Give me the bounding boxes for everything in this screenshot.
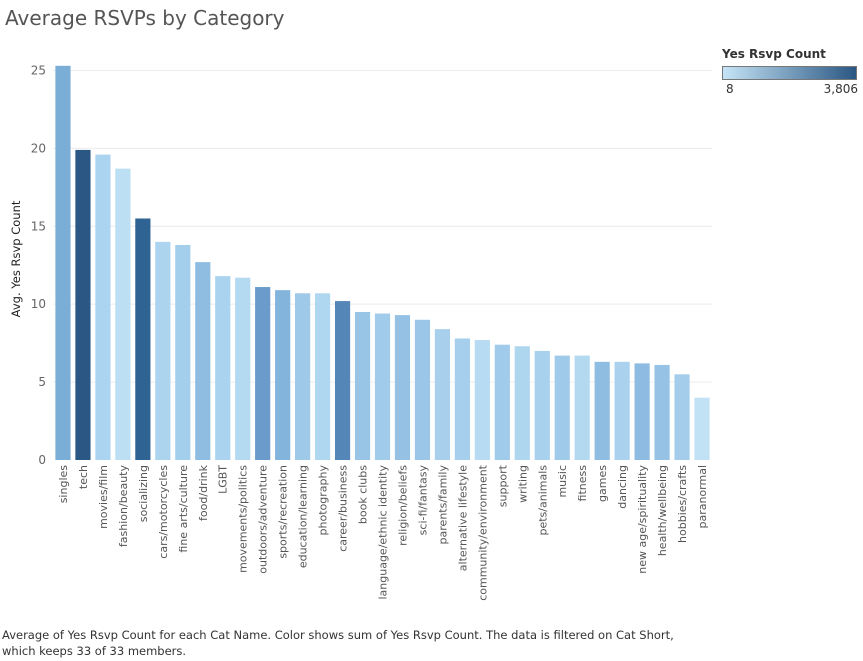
x-tick-label: alternative lifestyle bbox=[456, 465, 469, 571]
bar bbox=[474, 340, 490, 460]
x-tick-label: writing bbox=[516, 465, 529, 503]
x-tick-label: music bbox=[556, 465, 569, 498]
bar bbox=[295, 293, 311, 460]
x-tick-label: fine arts/culture bbox=[177, 465, 190, 553]
bar bbox=[494, 344, 510, 460]
x-tick-label: pets/animals bbox=[536, 465, 549, 536]
color-legend: Yes Rsvp Count 8 3,806 bbox=[722, 47, 860, 98]
y-tick-label: 20 bbox=[31, 141, 46, 155]
x-tick-label: sci-fi/fantasy bbox=[416, 465, 429, 536]
bar bbox=[614, 361, 630, 460]
x-tick-label: sports/recreation bbox=[277, 465, 290, 559]
bar bbox=[594, 361, 610, 460]
x-tick-label: fashion/beauty bbox=[117, 465, 130, 548]
y-tick-label: 25 bbox=[31, 63, 46, 77]
y-tick-label: 0 bbox=[38, 453, 46, 467]
bar bbox=[574, 355, 590, 460]
x-tick-label: outdoors/adventure bbox=[257, 465, 270, 574]
bar bbox=[654, 364, 670, 460]
bar bbox=[354, 311, 371, 460]
bar bbox=[334, 301, 351, 460]
bar bbox=[694, 397, 710, 460]
y-tick-label: 15 bbox=[31, 219, 46, 233]
bar bbox=[95, 154, 111, 460]
x-tick-label: socializing bbox=[137, 465, 150, 522]
bar bbox=[255, 287, 271, 460]
x-tick-label: LGBT bbox=[217, 465, 230, 494]
bar bbox=[75, 149, 91, 460]
x-tick-label: singles bbox=[57, 465, 70, 504]
x-tick-label: support bbox=[496, 464, 509, 507]
x-tick-label: new age/spirituality bbox=[636, 465, 649, 574]
y-tick-label: 5 bbox=[38, 375, 46, 389]
bar bbox=[414, 319, 431, 460]
bar bbox=[514, 346, 530, 460]
x-tick-label: fitness bbox=[576, 465, 589, 502]
bar bbox=[175, 244, 191, 460]
y-axis-label: Avg. Yes Rsvp Count bbox=[9, 200, 23, 317]
x-tick-label: health/wellbeing bbox=[656, 465, 669, 556]
legend-max-label: 3,806 bbox=[823, 82, 858, 96]
legend-min-label: 8 bbox=[726, 82, 734, 96]
x-tick-label: paranormal bbox=[696, 465, 709, 529]
x-tick-label: parents/family bbox=[436, 465, 449, 545]
bar bbox=[275, 290, 291, 460]
bar bbox=[315, 293, 331, 460]
x-tick-label: book clubs bbox=[357, 465, 370, 524]
bar bbox=[235, 277, 251, 460]
x-tick-label: tech bbox=[77, 465, 90, 489]
legend-title: Yes Rsvp Count bbox=[722, 47, 826, 61]
x-tick-label: education/learning bbox=[297, 465, 310, 568]
x-tick-label: career/business bbox=[337, 465, 350, 552]
x-tick-label: movies/film bbox=[97, 465, 110, 529]
y-tick-label: 10 bbox=[31, 297, 46, 311]
x-tick-label: movements/politics bbox=[237, 465, 250, 573]
bar bbox=[155, 241, 171, 460]
bar bbox=[374, 313, 391, 460]
bar bbox=[215, 276, 231, 460]
bar bbox=[195, 262, 211, 460]
bar bbox=[394, 315, 411, 460]
bar bbox=[135, 218, 151, 460]
bar bbox=[534, 350, 550, 460]
x-tick-label: games bbox=[596, 465, 609, 502]
bar-chart: 0 5 10 15 20 25 Avg. Yes Rsvp Count singles tech… bbox=[9, 63, 712, 601]
x-tick-label: community/environment bbox=[476, 464, 489, 600]
x-tick-label: hobbies/crafts bbox=[676, 465, 689, 543]
x-tick-label: religion/beliefs bbox=[396, 465, 409, 546]
bar bbox=[434, 329, 450, 460]
legend-color-ramp bbox=[722, 66, 857, 80]
bar bbox=[55, 65, 71, 460]
bar bbox=[454, 338, 470, 460]
chart-caption: Average of Yes Rsvp Count for each Cat N… bbox=[2, 628, 674, 658]
x-tick-label: photography bbox=[317, 465, 330, 536]
x-tick-label: cars/motorcycles bbox=[157, 465, 170, 559]
x-tick-label: food/drink bbox=[197, 464, 210, 521]
x-tick-label: dancing bbox=[616, 465, 629, 509]
x-tick-label: language/ethnic identity bbox=[377, 465, 390, 600]
bar bbox=[634, 363, 650, 460]
chart-title: Average RSVPs by Category bbox=[5, 6, 285, 30]
bar bbox=[674, 374, 690, 460]
bar bbox=[554, 355, 570, 460]
bar bbox=[115, 168, 131, 460]
